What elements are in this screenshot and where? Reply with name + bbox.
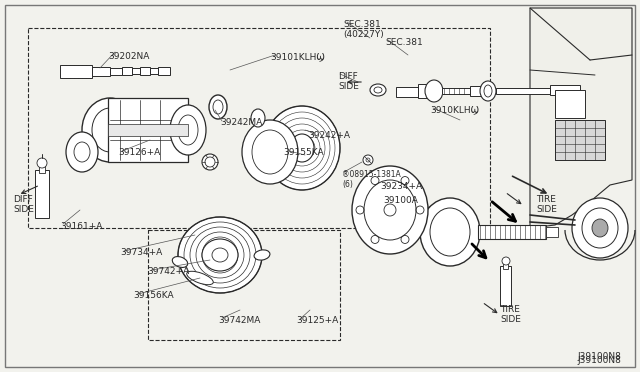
- Bar: [132, 68, 140, 74]
- Bar: [442, 88, 470, 94]
- Polygon shape: [530, 8, 632, 228]
- Ellipse shape: [251, 109, 265, 127]
- Circle shape: [502, 257, 510, 265]
- Ellipse shape: [66, 132, 98, 172]
- Text: 39156KA: 39156KA: [133, 291, 173, 300]
- Text: 39125+A: 39125+A: [296, 316, 339, 325]
- Ellipse shape: [425, 80, 443, 102]
- Text: 39155KA: 39155KA: [283, 148, 324, 157]
- Text: 39234+A: 39234+A: [380, 182, 422, 191]
- Bar: [35, 170, 49, 218]
- Circle shape: [363, 155, 373, 165]
- Bar: [418, 84, 434, 98]
- Bar: [110, 68, 122, 75]
- Bar: [550, 85, 580, 95]
- Circle shape: [37, 158, 47, 168]
- Ellipse shape: [254, 250, 270, 260]
- Ellipse shape: [172, 257, 188, 267]
- Ellipse shape: [202, 239, 238, 271]
- Text: 39242+A: 39242+A: [308, 131, 350, 140]
- Text: 39202NA: 39202NA: [108, 52, 149, 61]
- Text: TIRE
SIDE: TIRE SIDE: [536, 195, 557, 214]
- Text: J39100N8: J39100N8: [577, 352, 621, 361]
- Bar: [92, 67, 110, 76]
- Bar: [503, 263, 508, 269]
- Text: J39100N8: J39100N8: [577, 356, 621, 365]
- Text: DIFF
SIDE: DIFF SIDE: [13, 195, 34, 214]
- Bar: [60, 65, 92, 78]
- Ellipse shape: [178, 217, 262, 293]
- Text: SEC.381
(40227Y): SEC.381 (40227Y): [343, 20, 384, 39]
- Text: 39101KLHϢ: 39101KLHϢ: [270, 52, 324, 61]
- Bar: [108, 98, 188, 162]
- Text: 39100A: 39100A: [383, 196, 418, 205]
- Ellipse shape: [264, 106, 340, 190]
- Text: ®08915-1381A
(6): ®08915-1381A (6): [342, 170, 401, 189]
- Bar: [546, 227, 558, 237]
- Text: 39742+A: 39742+A: [147, 267, 189, 276]
- Ellipse shape: [213, 100, 223, 114]
- Ellipse shape: [370, 84, 386, 96]
- Ellipse shape: [209, 95, 227, 119]
- Bar: [122, 67, 132, 75]
- Text: TIRE
SIDE: TIRE SIDE: [500, 305, 521, 324]
- Ellipse shape: [290, 134, 314, 162]
- Text: DIFF
SIDE: DIFF SIDE: [338, 72, 359, 91]
- Bar: [39, 165, 45, 173]
- Text: 39126+A: 39126+A: [118, 148, 160, 157]
- Text: 39161+A: 39161+A: [60, 222, 102, 231]
- Ellipse shape: [352, 166, 428, 254]
- Bar: [158, 67, 170, 75]
- Ellipse shape: [420, 198, 480, 266]
- Ellipse shape: [170, 105, 206, 155]
- Text: 3910KLHϢ: 3910KLHϢ: [430, 105, 479, 114]
- Bar: [478, 225, 546, 239]
- Text: SEC.381: SEC.381: [385, 38, 423, 47]
- Text: 39742MA: 39742MA: [218, 316, 260, 325]
- Ellipse shape: [572, 198, 628, 258]
- Circle shape: [202, 154, 218, 170]
- Bar: [555, 90, 585, 118]
- Text: 39734+A: 39734+A: [120, 248, 163, 257]
- Bar: [150, 68, 158, 74]
- Ellipse shape: [480, 81, 496, 101]
- Ellipse shape: [82, 98, 138, 162]
- Bar: [496, 88, 550, 94]
- Bar: [500, 266, 511, 306]
- Ellipse shape: [187, 271, 213, 285]
- Ellipse shape: [242, 120, 298, 184]
- Bar: [140, 67, 150, 75]
- Bar: [108, 124, 188, 136]
- Ellipse shape: [592, 219, 608, 237]
- Ellipse shape: [424, 207, 436, 223]
- Bar: [555, 120, 605, 160]
- Bar: [470, 86, 488, 96]
- Bar: [396, 87, 418, 97]
- Text: 39242MA: 39242MA: [220, 118, 262, 127]
